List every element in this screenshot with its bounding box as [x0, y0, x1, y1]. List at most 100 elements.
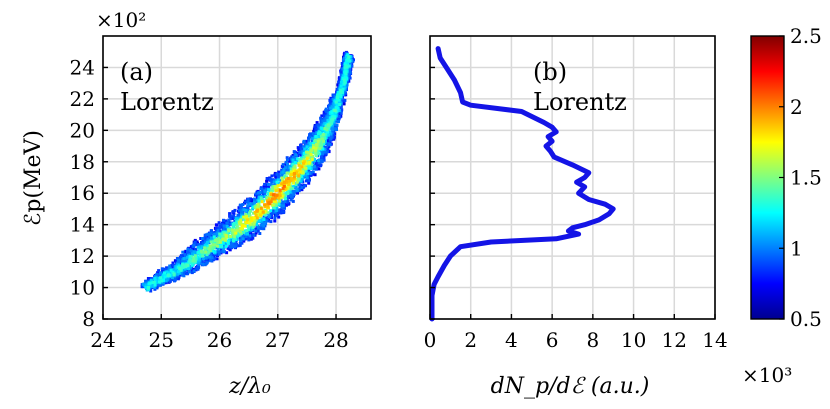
- heatmap-cell: [293, 185, 297, 188]
- heatmap-cell: [286, 177, 290, 180]
- heatmap-cell: [271, 187, 275, 191]
- heatmap-cell: [238, 203, 242, 207]
- heatmap-cell: [305, 150, 308, 154]
- heatmap-cell: [284, 186, 288, 190]
- heatmap-cell: [153, 278, 157, 282]
- colorbar-multiplier: ×10³: [742, 363, 792, 387]
- heatmap-cell: [293, 161, 297, 165]
- x-tick-label-b: 8: [586, 328, 599, 352]
- heatmap-cell: [253, 219, 257, 223]
- heatmap-cell: [291, 167, 295, 171]
- heatmap-cell: [285, 180, 288, 184]
- heatmap-cell: [178, 267, 182, 271]
- heatmap-cell: [214, 232, 218, 236]
- heatmap-cell: [209, 258, 213, 262]
- heatmap-cell: [264, 187, 268, 191]
- heatmap-cell: [210, 249, 214, 253]
- heatmap-cell: [175, 257, 179, 260]
- heatmap-cell: [314, 153, 318, 157]
- heatmap-cell: [209, 232, 213, 235]
- heatmap-cell: [235, 228, 239, 232]
- heatmap-cell: [346, 58, 350, 62]
- heatmap-cell: [279, 171, 283, 175]
- heatmap-cell: [274, 177, 278, 180]
- heatmap-cell: [271, 178, 275, 182]
- heatmap-cell: [254, 231, 258, 235]
- heatmap-cell: [204, 258, 208, 262]
- heatmap-cell: [214, 227, 218, 230]
- heatmap-cell: [302, 145, 306, 149]
- heatmap-cell: [319, 116, 323, 120]
- heatmap-cell: [260, 187, 264, 191]
- heatmap-cell: [190, 263, 194, 267]
- heatmap-cell: [237, 226, 241, 230]
- heatmap-cell: [276, 184, 280, 188]
- heatmap-cell: [268, 202, 272, 206]
- colorbar-tick-label: 1.5: [790, 166, 822, 190]
- heatmap-cell: [275, 180, 279, 184]
- heatmap-cell: [333, 116, 337, 120]
- heatmap-cell: [263, 189, 267, 193]
- heatmap-cell: [313, 132, 317, 136]
- heatmap-cell: [246, 200, 250, 204]
- heatmap-cell: [198, 254, 202, 258]
- heatmap-cell: [247, 225, 251, 229]
- heatmap-cell: [209, 249, 213, 253]
- heatmap-cell: [222, 246, 226, 250]
- heatmap-cell: [276, 178, 280, 182]
- heatmap-cell: [260, 209, 263, 212]
- heatmap-cell: [228, 214, 232, 218]
- heatmap-cell: [350, 64, 354, 68]
- heatmap-cell: [285, 196, 289, 200]
- heatmap-cell: [242, 230, 246, 234]
- heatmap-cell: [220, 244, 224, 248]
- heatmap-cell: [311, 151, 315, 155]
- heatmap-cell: [222, 227, 226, 231]
- heatmap-cell: [337, 98, 341, 102]
- heatmap-cell: [239, 218, 243, 222]
- heatmap-cell: [240, 241, 244, 245]
- y-tick-label: 22: [70, 87, 95, 111]
- heatmap-cell: [147, 286, 150, 289]
- heatmap-cell: [210, 236, 214, 240]
- heatmap-cell: [340, 62, 344, 65]
- heatmap-cell: [287, 193, 291, 197]
- heatmap-cell: [337, 117, 341, 121]
- heatmap-cell: [314, 128, 318, 132]
- heatmap-cell: [177, 271, 181, 275]
- heatmap-cell: [272, 203, 276, 207]
- panel-label-b: (b): [533, 58, 567, 86]
- heatmap-cell: [290, 189, 294, 193]
- heatmap-cell: [171, 263, 175, 267]
- heatmap-cell: [227, 231, 231, 235]
- heatmap-cell: [245, 211, 249, 215]
- heatmap-cell: [182, 257, 186, 261]
- heatmap-cell: [328, 111, 332, 115]
- heatmap-cell: [230, 228, 234, 232]
- heatmap-cell: [321, 151, 325, 155]
- heatmap-cell: [241, 203, 245, 206]
- heatmap-cell: [307, 139, 311, 143]
- heatmap-cell: [278, 178, 282, 182]
- heatmap-cell: [320, 119, 324, 123]
- heatmap-cell: [186, 247, 190, 251]
- heatmap-cell: [347, 55, 351, 59]
- heatmap-cell: [293, 172, 296, 175]
- heatmap-cell: [156, 283, 160, 286]
- heatmap-cell: [262, 227, 266, 231]
- heatmap-cell: [291, 158, 295, 162]
- heatmap-cell: [241, 237, 245, 241]
- heatmap-cell: [258, 209, 262, 213]
- heatmap-cell: [244, 208, 248, 212]
- heatmap-cell: [336, 93, 340, 97]
- heatmap-cell: [313, 173, 317, 177]
- heatmap-cell: [216, 247, 220, 251]
- heatmap-cell: [153, 277, 157, 280]
- heatmap-cell: [148, 281, 152, 285]
- heatmap-cell: [173, 277, 177, 281]
- heatmap-cell: [216, 250, 220, 254]
- heatmap-cell: [238, 212, 242, 216]
- heatmap-cell: [226, 246, 230, 250]
- heatmap-cell: [237, 208, 241, 212]
- heatmap-cell: [192, 257, 196, 261]
